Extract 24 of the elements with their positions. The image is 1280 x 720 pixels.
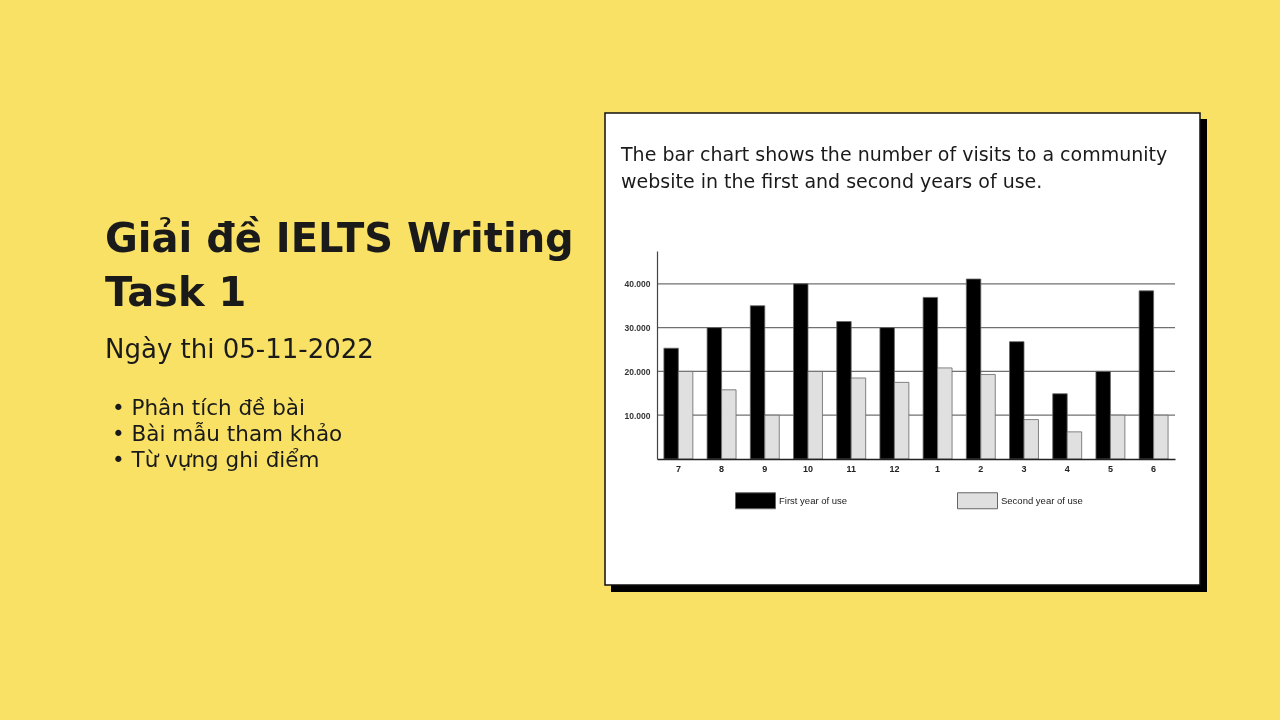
x-tick-label: 4 <box>1064 463 1070 474</box>
y-tick-label: 40.000 <box>624 279 651 290</box>
y-tick-label: 10.000 <box>624 410 651 421</box>
x-tick-label: 3 <box>1021 463 1027 474</box>
y-tick-label: 20.000 <box>624 366 651 377</box>
x-tick-label: 2 <box>978 463 984 474</box>
x-tick-label: 11 <box>846 463 856 474</box>
x-tick-label: 6 <box>1151 463 1157 474</box>
x-tick-label: 9 <box>762 463 768 474</box>
x-tick-label: 8 <box>719 463 725 474</box>
x-tick-label: 12 <box>889 463 900 474</box>
text: Ngày thi 05-11-2022 <box>105 334 374 364</box>
chart-title: The bar chart shows the number of visits to a community website in the first and second years of use. <box>620 143 1168 192</box>
y-tick-label: 30.000 <box>624 323 651 334</box>
legend-label: First year of use <box>779 494 848 506</box>
x-tick-label: 7 <box>675 463 681 474</box>
text: Giải đề IELTS Writing Task 1 <box>105 215 574 315</box>
x-tick-label: 10 <box>802 463 813 474</box>
x-tick-label: 5 <box>1107 463 1113 474</box>
legend-label: Second year of use <box>1001 494 1083 506</box>
text: • Từ vựng ghi điểm <box>112 447 320 472</box>
x-tick-label: 1 <box>935 463 941 474</box>
text: • Bài mẫu tham khảo <box>112 421 343 446</box>
text: • Phân tích đề bài <box>112 395 305 420</box>
